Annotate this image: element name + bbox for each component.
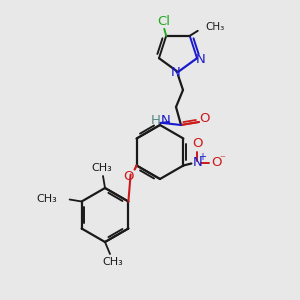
Text: H: H [151,113,161,127]
Text: ⁻: ⁻ [219,154,225,164]
Text: +: + [198,152,206,163]
Text: O: O [123,170,134,183]
Text: CH₃: CH₃ [92,163,112,173]
Text: O: O [211,156,222,169]
Text: N: N [193,156,202,169]
Text: N: N [196,53,206,66]
Text: CH₃: CH₃ [206,22,225,32]
Text: O: O [200,112,210,125]
Text: N: N [161,115,171,128]
Text: CH₃: CH₃ [37,194,58,205]
Text: CH₃: CH₃ [103,257,123,267]
Text: O: O [192,137,202,150]
Text: N: N [171,67,181,80]
Text: Cl: Cl [158,15,171,28]
